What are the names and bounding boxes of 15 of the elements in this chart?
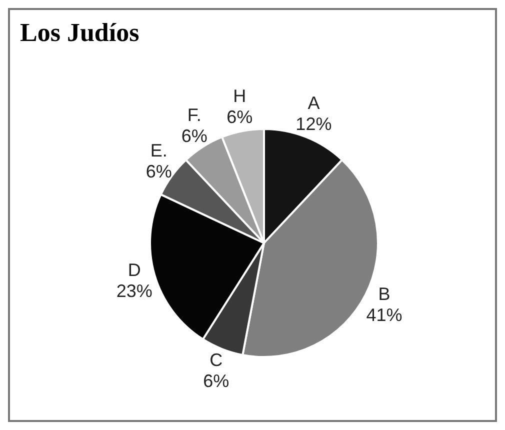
slice-label: B	[378, 284, 390, 304]
data-label: 6%	[203, 370, 230, 391]
data-label: 23%	[116, 280, 152, 301]
data-label: 6%	[226, 106, 253, 127]
slice-label: E.	[150, 140, 168, 160]
data-label: 6%	[181, 126, 208, 146]
data-label: 12%	[296, 114, 332, 134]
slice-label: A	[308, 93, 320, 114]
slice-label: F.	[187, 104, 202, 125]
slice-label: H	[233, 86, 246, 106]
slice-label: D	[128, 260, 141, 280]
data-label: 41%	[366, 305, 402, 326]
slice-label: C	[210, 350, 223, 370]
chart-title: Los Judíos	[20, 18, 140, 48]
data-label: 6%	[146, 161, 172, 182]
